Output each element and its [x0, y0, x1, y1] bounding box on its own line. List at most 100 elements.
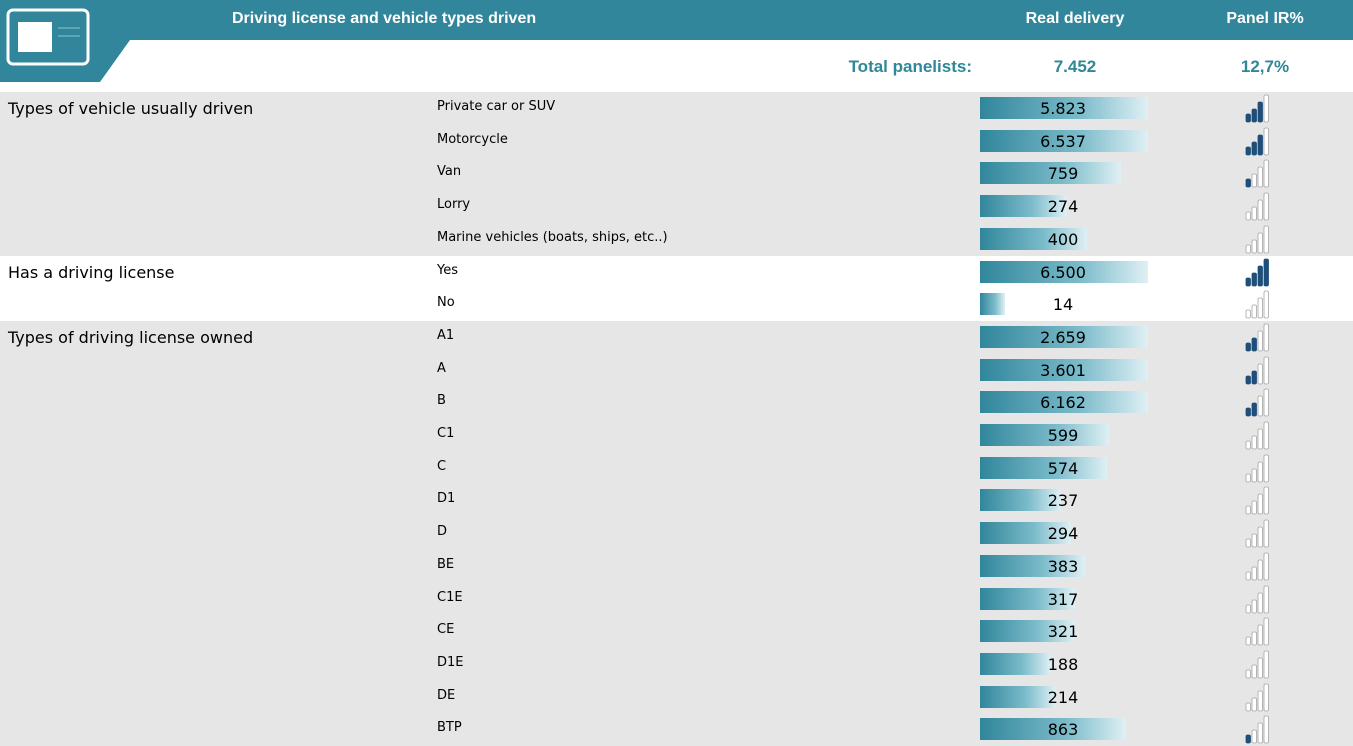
ir-bar [1257, 657, 1263, 679]
group-bg [0, 255, 1353, 321]
row-label: DE [437, 687, 456, 703]
value: 5.823 [1040, 99, 1086, 118]
ir-icon [1245, 552, 1269, 581]
ir-bar [1251, 206, 1257, 221]
ir-bar [1263, 94, 1269, 123]
ir-bar [1251, 108, 1257, 123]
ir-bar [1251, 435, 1257, 450]
ir-bar [1257, 428, 1263, 450]
ir-icon [1245, 650, 1269, 679]
data-bar [980, 685, 1056, 708]
ir-bar [1257, 134, 1263, 156]
ir-bar [1263, 356, 1269, 384]
ir-bar [1245, 277, 1251, 286]
ir-bar [1245, 734, 1251, 744]
ir-bar [1263, 683, 1269, 711]
ir-bar [1257, 232, 1263, 254]
ir-bar [1263, 388, 1269, 417]
value: 3.601 [1040, 360, 1086, 380]
ir-bar [1263, 323, 1269, 352]
ir-icon [1245, 683, 1269, 711]
row-label: C [437, 458, 447, 474]
ir-icon [1245, 519, 1269, 548]
value: 14 [1052, 295, 1074, 315]
ir-bar [1245, 309, 1251, 319]
ir-bar [1245, 113, 1251, 123]
ir-icon [1245, 94, 1269, 123]
ir-icon [1245, 585, 1269, 613]
ir-bar [1251, 664, 1257, 679]
ir-bar [1263, 617, 1269, 646]
row-label: Yes [437, 262, 458, 278]
data-bar [980, 554, 1085, 577]
ir-bar [1257, 592, 1263, 613]
ir-bar [1263, 454, 1269, 483]
row-label: D1 [437, 491, 456, 507]
ir-bar [1251, 697, 1257, 711]
value: 188 [1047, 654, 1079, 674]
ir-bar [1257, 297, 1263, 319]
ir-bar [1245, 178, 1251, 188]
ir-bar [1257, 363, 1263, 384]
data-bar [980, 391, 1148, 414]
ir-bar [1251, 402, 1257, 417]
row-label: Van [437, 164, 462, 180]
row-label: Lorry [437, 197, 471, 213]
ir-bar [1251, 729, 1257, 744]
ir-bar [1263, 127, 1269, 156]
ir-icon [1245, 715, 1269, 744]
value: 214 [1047, 687, 1079, 707]
ir-bar [1257, 722, 1263, 744]
ir-icon [1245, 258, 1269, 286]
card-icon [6, 8, 90, 66]
ir-bar [1257, 461, 1263, 483]
data-bar [980, 718, 1127, 741]
group-bg [0, 92, 1353, 256]
value: 6.162 [1040, 393, 1086, 413]
row-label: Motorcycle [437, 131, 508, 147]
ir-bar [1245, 440, 1251, 450]
value: 6.537 [1040, 131, 1086, 151]
ir-bar [1263, 552, 1269, 581]
ir-bar [1245, 342, 1251, 352]
ir-bar [1257, 690, 1263, 711]
ir-bar [1251, 272, 1257, 286]
row-label: D1E [437, 654, 464, 670]
data-bar [980, 129, 1148, 152]
ir-icon [1245, 617, 1269, 646]
ir-bar [1251, 566, 1257, 581]
value: 599 [1047, 426, 1079, 445]
ir-bar [1263, 225, 1269, 254]
row-label: C1 [437, 426, 455, 441]
ir-bar [1257, 265, 1263, 286]
value: 237 [1047, 491, 1079, 511]
value: 294 [1047, 524, 1079, 544]
ir-bar [1245, 636, 1251, 646]
ir-bar [1263, 585, 1269, 613]
ir-bar [1245, 407, 1251, 417]
ir-bar [1251, 468, 1257, 483]
ir-bar [1245, 244, 1251, 254]
ir-bar [1257, 395, 1263, 417]
row-label: A [437, 360, 446, 376]
ir-bar [1245, 375, 1251, 384]
data-bar [980, 293, 1005, 316]
data-bar [980, 227, 1088, 250]
ir-icon [1245, 356, 1269, 384]
row-label: B [437, 393, 446, 409]
col-header: Real delivery [1025, 10, 1125, 27]
group-bg [0, 320, 1353, 746]
ir-bar [1257, 166, 1263, 188]
ir-bar [1245, 211, 1251, 221]
ir-bar [1245, 702, 1251, 711]
total-value: 7.452 [1053, 57, 1097, 76]
ir-bar [1263, 715, 1269, 744]
value: 383 [1047, 556, 1079, 576]
value: 2.659 [1040, 327, 1086, 347]
col-header: Panel IR% [1226, 10, 1304, 27]
row-label: CE [437, 622, 455, 638]
ir-icon [1245, 454, 1269, 483]
value: 574 [1047, 458, 1079, 478]
ir-bar [1251, 304, 1257, 319]
ir-icon [1245, 290, 1269, 319]
